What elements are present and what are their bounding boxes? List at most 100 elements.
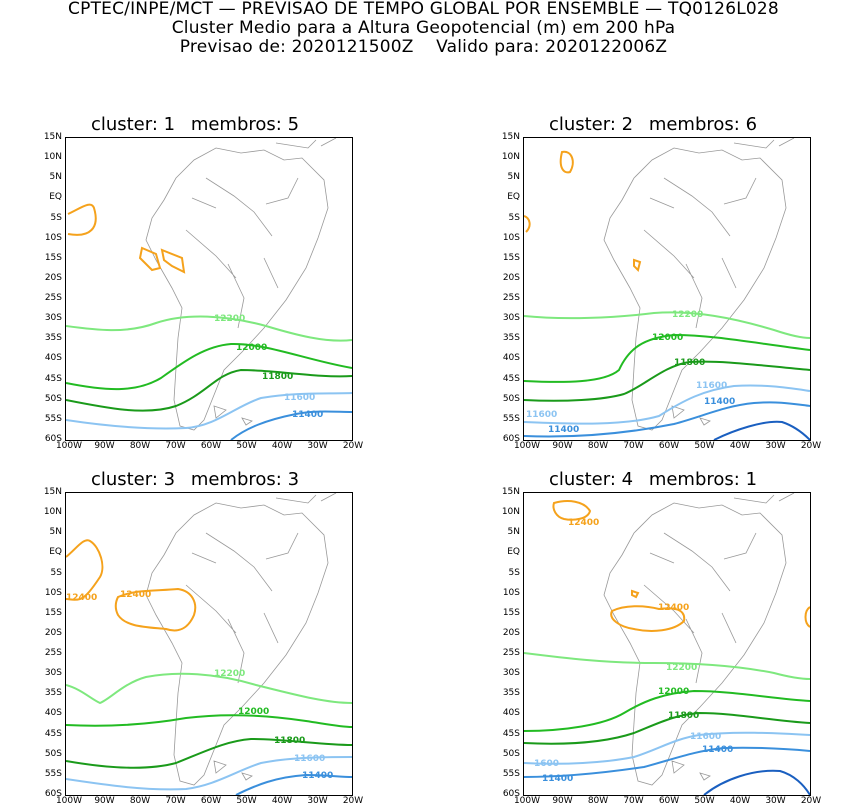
lon-tick-label: 100W [513,796,541,806]
lat-tick-label: 20S [44,627,62,638]
lat-tick-label: 20S [502,272,520,283]
lat-tick-label: 15N [43,487,62,497]
lat-tick-label: 5S [50,567,62,578]
lat-tick-label: 50S [44,748,62,759]
lat-tick-label: 60S [44,789,62,799]
lat-tick-label: 40S [44,353,62,364]
header-dates: Previsao de: 2020121500Z Valido para: 20… [0,38,847,57]
lat-tick-label: 45S [44,373,62,384]
contour-label-11400-west: 11400 [542,774,573,784]
members-count: 6 [745,114,758,135]
lon-tick-label: 60W [658,441,680,451]
lon-tick-label: 70W [165,796,186,806]
contour-label-11600: 11600 [690,732,721,742]
contour-labels: 12400 12400 12200 12000 11800 11600 1140… [66,590,333,781]
lat-tick-label: 35S [502,333,520,344]
lon-tick-label: 30W [307,441,328,451]
lat-tick-label: 55S [44,768,62,779]
lon-tick-label: 70W [623,441,644,451]
lat-tick-label: 35S [502,688,520,699]
cluster-number: 2 [621,114,634,135]
contour-label-11600-west: 11600 [526,410,557,420]
map-area: 12200 12000 11800 11600 11400 11600 1140… [523,137,811,441]
contour-lines [66,539,352,795]
lon-tick-label: 60W [200,441,222,451]
lon-tick-label: 60W [658,796,680,806]
contour-labels: 12200 12000 11800 11600 11400 [214,314,323,420]
lat-tick-label: 50S [502,748,520,759]
lat-tick-label: 30S [502,668,520,679]
lat-tick-label: 30S [502,313,520,324]
contour-label-12200: 12200 [666,663,697,673]
contour-label-12000: 12000 [652,333,683,343]
cluster-label: cluster: [90,114,158,135]
lat-tick-label: 5N [49,527,62,538]
contour-lines [524,500,810,795]
lat-tick-label: 10S [502,587,520,598]
lat-tick-label: 15S [44,252,62,263]
lat-tick-label: 10S [44,232,62,243]
cluster-number: 3 [163,469,176,490]
lat-tick-label: 40S [502,353,520,364]
lat-tick-label: 40S [44,708,62,719]
members-count: 3 [287,469,300,490]
contour-label-11400: 11400 [704,397,735,407]
lat-tick-label: 50S [502,393,520,404]
lat-tick-label: 15N [43,132,62,142]
lon-tick-label: 70W [623,796,644,806]
lat-tick-label: EQ [49,547,62,558]
contour-label-12400: 12400 [120,590,151,600]
lat-tick-label: 15S [502,607,520,618]
lat-tick-label: 50S [44,393,62,404]
cluster-number: 1 [163,114,176,135]
lat-tick-label: 25S [502,293,520,304]
lat-tick-label: 25S [44,293,62,304]
lat-tick-label: 45S [502,728,520,739]
cluster-label: cluster: [548,469,616,490]
header-subtitle: Cluster Medio para a Altura Geopotencial… [171,18,676,38]
lat-tick-label: 25S [502,648,520,659]
cluster-panel-3: cluster: 3 membros: 3 12400 [30,469,363,810]
cluster-number: 4 [621,469,634,490]
lat-tick-label: 55S [44,413,62,424]
contour-label-11600-west: 1600 [534,759,559,769]
lon-tick-label: 80W [129,441,151,451]
lat-tick-label: 5N [507,527,520,538]
lon-tick-label: 20W [342,441,364,451]
lon-tick-label: 50W [236,441,257,451]
contour-label-11800: 11800 [674,358,705,368]
members-label: membros: [190,469,282,490]
lat-tick-label: 35S [44,688,62,699]
lon-tick-label: 100W [55,441,83,451]
lat-tick-label: 60S [44,434,62,444]
lat-tick-label: EQ [507,192,520,203]
members-label: membros: [190,114,282,135]
contour-labels: 12200 12000 11800 11600 11400 11600 1140… [526,310,735,435]
lon-tick-label: 70W [165,441,186,451]
lon-tick-label: 90W [552,441,573,451]
map-area: 12200 12000 11800 11600 11400 [65,137,353,441]
panel-title: cluster: 1 membros: 5 [30,115,360,135]
lat-tick-label: 60S [502,789,520,799]
lon-tick-label: 30W [765,796,786,806]
lat-tick-label: 30S [44,313,62,324]
lat-tick-label: 45S [44,728,62,739]
lat-tick-label: 10S [44,587,62,598]
lon-tick-label: 50W [236,796,257,806]
contour-label-11800: 11800 [274,736,305,746]
cluster-label: cluster: [90,469,158,490]
valid-date: Valido para: 2020122006Z [436,37,668,57]
members-count: 1 [745,469,758,490]
lon-tick-label: 40W [271,441,293,451]
lon-tick-label: 100W [513,441,541,451]
lon-tick-label: 90W [552,796,573,806]
lon-tick-label: 30W [765,441,786,451]
lat-tick-label: 5S [50,212,62,223]
lat-tick-label: 5S [508,567,520,578]
contour-lines [524,150,810,440]
lat-tick-label: 45S [502,373,520,384]
lat-tick-label: 5N [49,172,62,183]
lon-tick-label: 60W [200,796,222,806]
lon-tick-label: 30W [307,796,328,806]
cluster-panel-1: cluster: 1 membros: 5 1220 [30,115,363,455]
